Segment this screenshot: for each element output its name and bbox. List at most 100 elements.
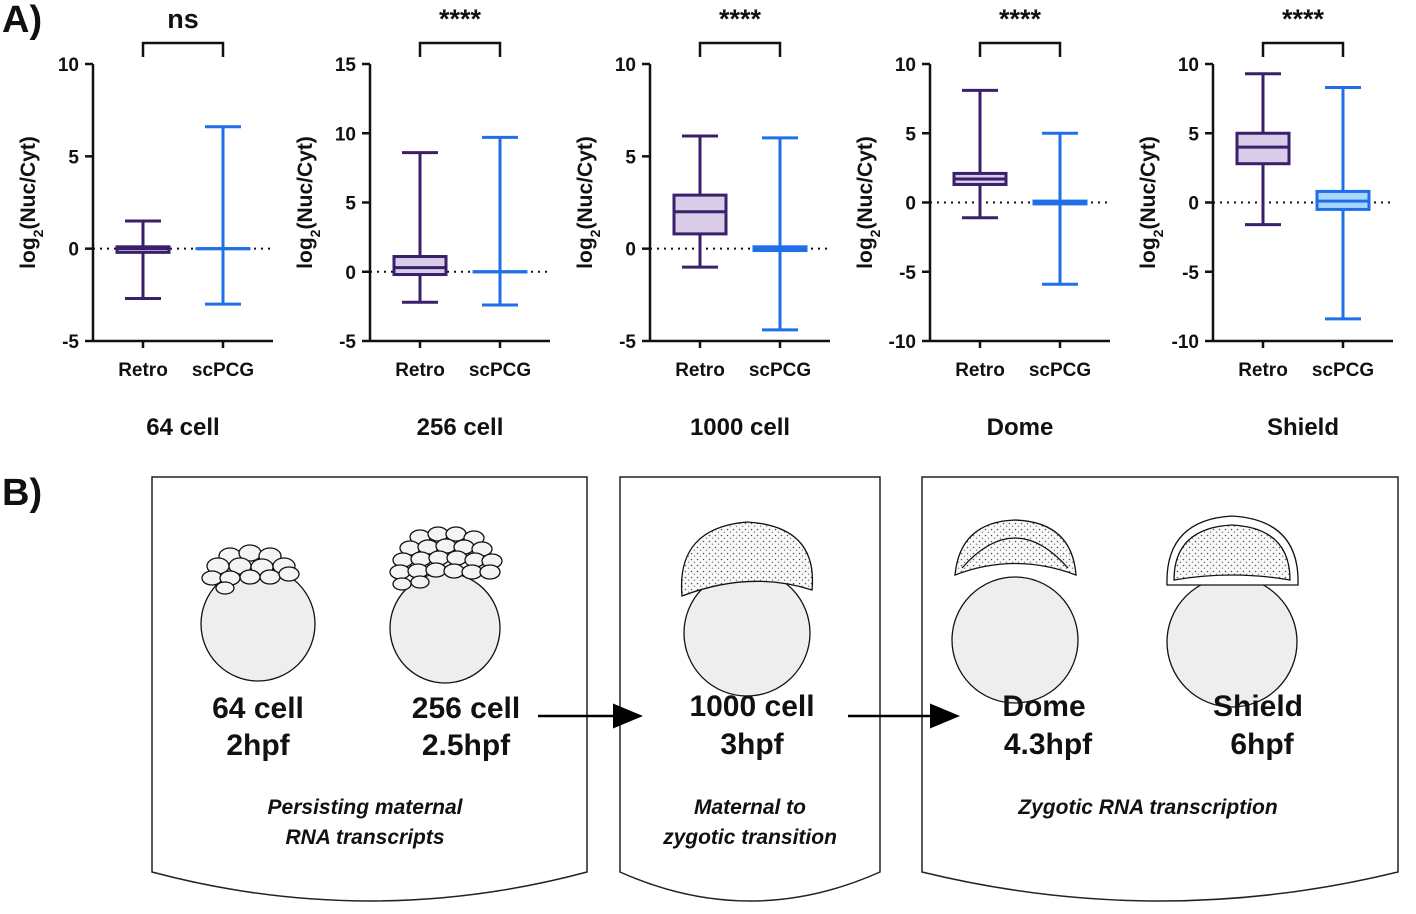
x-tick-label: Retro (955, 360, 1005, 381)
y-axis-label: log2(Nuc/Cyt) (294, 136, 323, 269)
y-axis-label: log2(Nuc/Cyt) (854, 136, 883, 269)
stage-name: Shield (1213, 690, 1303, 723)
caption: Zygotic RNA transcription (1017, 796, 1277, 819)
x-tick-label: scPCG (469, 360, 531, 381)
y-tick-label: 10 (58, 55, 79, 76)
dome-line (961, 537, 1069, 569)
significance-bracket (698, 41, 782, 57)
cells (201, 544, 300, 595)
x-tick-label: Retro (675, 360, 725, 381)
significance-bracket (141, 41, 225, 57)
y-axis-label: log2(Nuc/Cyt) (574, 136, 603, 269)
y-label-part: 2 (587, 229, 603, 237)
significance: ns (167, 4, 199, 34)
panel-label: A) (2, 0, 42, 41)
y-label-part: (Nuc/Cyt) (294, 136, 317, 229)
cells (389, 526, 503, 591)
y-axis-label: log2(Nuc/Cyt) (1137, 136, 1166, 269)
x-tick-label: Retro (395, 360, 445, 381)
x-tick-label: scPCG (749, 360, 811, 381)
blastoderm (954, 519, 1077, 576)
y-label-part: log (294, 237, 317, 269)
yolk (1166, 576, 1298, 708)
caption: Maternal to (694, 796, 806, 819)
stage-name: 256 cell (412, 692, 520, 725)
y-label-part: (Nuc/Cyt) (574, 136, 597, 229)
frames (151, 476, 1399, 902)
stage-time: 4.3hpf (1004, 728, 1093, 761)
frame (619, 476, 881, 902)
y-label-part: log (17, 237, 40, 269)
y-tick-label: 5 (905, 124, 916, 145)
y-tick-label: -5 (1182, 263, 1199, 284)
caption: zygotic transition (662, 826, 837, 849)
box (392, 255, 448, 277)
x-tick-label: scPCG (1312, 360, 1374, 381)
y-tick-label: -5 (899, 263, 916, 284)
y-axis-label: log2(Nuc/Cyt) (17, 136, 46, 269)
significance: **** (439, 4, 482, 34)
embryos (200, 515, 1299, 708)
stage-name: Dome (1002, 690, 1085, 723)
stage-time: 3hpf (720, 728, 784, 761)
y-label-part: log (1137, 237, 1160, 269)
x-tick-label: scPCG (1029, 360, 1091, 381)
stage-name: 64 cell (212, 692, 304, 725)
stage-name: 1000 cell (689, 690, 814, 723)
y-tick-label: -10 (1172, 332, 1199, 353)
y-label-part: (Nuc/Cyt) (1137, 136, 1160, 229)
y-tick-label: 10 (615, 55, 636, 76)
x-tick-label: scPCG (192, 360, 254, 381)
chart-title: 1000 cell (690, 414, 790, 441)
x-tick-label: Retro (1238, 360, 1288, 381)
stage-time: 2.5hpf (422, 729, 511, 762)
y-tick-label: 0 (345, 263, 356, 284)
y-tick-label: 0 (625, 240, 636, 261)
blastoderm (1173, 524, 1291, 581)
chart-title: 64 cell (146, 414, 219, 441)
y-tick-label: -5 (619, 332, 636, 353)
y-tick-label: 0 (1188, 194, 1199, 215)
significance-bracket (418, 41, 502, 57)
significance: **** (1282, 4, 1325, 34)
y-tick-label: 5 (625, 147, 636, 168)
y-tick-label: 5 (68, 147, 79, 168)
y-label-part: (Nuc/Cyt) (854, 136, 877, 229)
y-tick-label: -5 (62, 332, 79, 353)
y-label-part: 2 (307, 229, 323, 237)
y-tick-label: 5 (345, 194, 356, 215)
panel-label: B) (2, 472, 42, 514)
significance-bracket (978, 41, 1062, 57)
y-tick-label: 15 (335, 55, 357, 76)
significance-bracket (1261, 41, 1345, 57)
yolk (951, 576, 1079, 704)
y-tick-label: 0 (905, 194, 916, 215)
y-label-part: (Nuc/Cyt) (17, 136, 40, 229)
y-tick-label: 10 (1178, 55, 1199, 76)
y-tick-label: 10 (335, 124, 356, 145)
blastoderm (680, 521, 814, 597)
y-tick-label: 0 (68, 240, 79, 261)
y-label-part: log (854, 237, 877, 269)
significance: **** (719, 4, 762, 34)
y-tick-label: -5 (339, 332, 356, 353)
caption: RNA transcripts (285, 826, 444, 849)
y-label-part: log (574, 237, 597, 269)
y-tick-label: 10 (895, 55, 916, 76)
y-label-part: 2 (867, 229, 883, 237)
frame (151, 476, 588, 902)
box (672, 193, 728, 236)
chart-title: Shield (1267, 414, 1339, 441)
y-tick-label: 5 (1188, 124, 1199, 145)
frame (921, 476, 1399, 902)
stage-time: 6hpf (1230, 728, 1294, 761)
stage-labels: 64 cell 2hpf 256 cell 2.5hpf Persisting … (212, 690, 1303, 849)
stage-time: 2hpf (226, 729, 290, 762)
x-tick-label: Retro (118, 360, 168, 381)
y-label-part: 2 (1150, 229, 1166, 237)
y-tick-label: -10 (889, 332, 916, 353)
significance: **** (999, 4, 1042, 34)
chart-title: Dome (987, 414, 1054, 441)
chart-title: 256 cell (417, 414, 504, 441)
